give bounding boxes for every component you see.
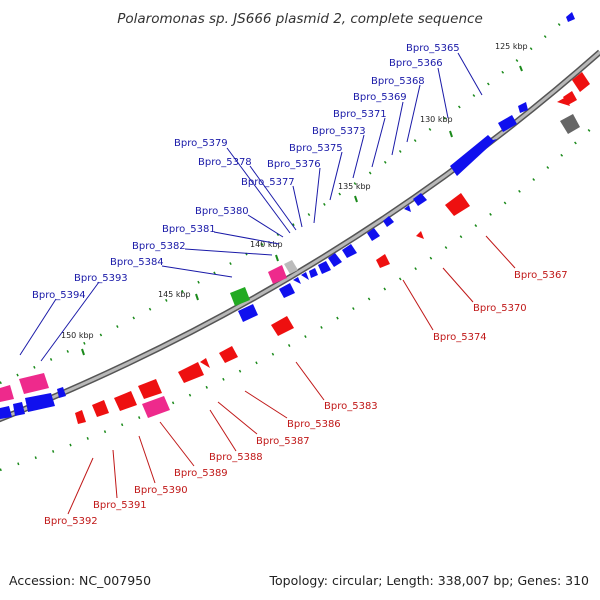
gene-arrow[interactable] <box>238 304 258 322</box>
gene-arrow[interactable] <box>518 102 528 113</box>
tick-label-130: 130 kbp <box>420 115 453 124</box>
gene-arrow[interactable] <box>13 402 25 416</box>
gene-label[interactable]: Bpro_5383 <box>324 401 378 412</box>
gene-arrow[interactable] <box>416 231 424 239</box>
gene-label[interactable]: Bpro_5387 <box>256 436 310 447</box>
accession-text: Accession: NC_007950 <box>9 573 151 588</box>
gene-arrow[interactable] <box>445 193 470 216</box>
tick-label-125: 125 kbp <box>495 42 528 51</box>
gene-label[interactable]: Bpro_5382 <box>132 241 186 252</box>
gene-arrow[interactable] <box>413 193 427 206</box>
gene-label[interactable]: Bpro_5371 <box>333 109 387 120</box>
gene-arrow[interactable] <box>560 114 580 134</box>
gene-label[interactable]: Bpro_5381 <box>162 224 216 235</box>
gene-arrow[interactable] <box>376 254 390 268</box>
gene-arrow[interactable] <box>0 406 12 419</box>
reverse-genes <box>75 72 590 424</box>
gene-arrow[interactable] <box>25 393 55 412</box>
gene-arrow[interactable] <box>271 316 294 336</box>
gene-arrow[interactable] <box>138 379 162 399</box>
gene-arrow[interactable] <box>328 253 342 267</box>
gene-arrow[interactable] <box>230 287 250 306</box>
gene-arrow[interactable] <box>404 205 411 212</box>
gene-label[interactable]: Bpro_5373 <box>312 126 366 137</box>
gene-label[interactable]: Bpro_5391 <box>93 500 147 511</box>
gene-label[interactable]: Bpro_5376 <box>267 159 321 170</box>
gene-arrow[interactable] <box>268 265 287 284</box>
gene-label[interactable]: Bpro_5390 <box>134 485 188 496</box>
gene-arrow[interactable] <box>178 362 204 383</box>
gene-label[interactable]: Bpro_5366 <box>389 58 443 69</box>
gene-arrow[interactable] <box>293 277 301 284</box>
gene-arrow[interactable] <box>92 400 109 417</box>
tick-label-140: 140 kbp <box>250 240 283 249</box>
gene-label[interactable]: Bpro_5377 <box>241 177 295 188</box>
gene-arrow[interactable] <box>284 260 298 274</box>
map-title: Polaromonas sp. JS666 plasmid 2, complet… <box>117 11 483 27</box>
gene-label[interactable]: Bpro_5369 <box>353 92 407 103</box>
gene-label[interactable]: Bpro_5380 <box>195 206 249 217</box>
gene-arrow[interactable] <box>566 12 575 22</box>
gene-label[interactable]: Bpro_5394 <box>32 290 86 301</box>
gene-arrow[interactable] <box>114 391 137 411</box>
gene-arrow[interactable] <box>309 268 318 278</box>
tick-label-145: 145 kbp <box>158 290 191 299</box>
gene-arrow[interactable] <box>19 373 49 394</box>
gene-arrow[interactable] <box>450 135 497 176</box>
gene-arrow[interactable] <box>342 244 357 258</box>
tick-label-150: 150 kbp <box>61 331 94 340</box>
reverse-leader-lines <box>67 235 516 515</box>
backbone <box>0 50 600 421</box>
gene-label[interactable]: Bpro_5368 <box>371 76 425 87</box>
gene-label[interactable]: Bpro_5392 <box>44 516 98 527</box>
gene-label[interactable]: Bpro_5374 <box>433 332 487 343</box>
gene-arrow[interactable] <box>219 346 238 363</box>
gene-label[interactable]: Bpro_5393 <box>74 273 128 284</box>
gene-arrow[interactable] <box>498 115 517 132</box>
gene-label[interactable]: Bpro_5365 <box>406 43 460 54</box>
gene-label[interactable]: Bpro_5378 <box>198 157 252 168</box>
gene-arrow[interactable] <box>572 72 590 92</box>
gene-arrow[interactable] <box>75 410 86 424</box>
gene-label[interactable]: Bpro_5375 <box>289 143 343 154</box>
gene-label[interactable]: Bpro_5384 <box>110 257 164 268</box>
major-ticks <box>81 65 523 356</box>
gene-arrow[interactable] <box>200 358 210 368</box>
gene-label[interactable]: Bpro_5388 <box>209 452 263 463</box>
forward-genes <box>0 12 575 419</box>
gene-label[interactable]: Bpro_5389 <box>174 468 228 479</box>
gene-arrow[interactable] <box>383 216 394 227</box>
reverse-labels: Bpro_5367 Bpro_5370 Bpro_5374 Bpro_5383 … <box>44 270 568 527</box>
gene-label[interactable]: Bpro_5370 <box>473 303 527 314</box>
gene-label[interactable]: Bpro_5386 <box>287 419 341 430</box>
gene-arrow[interactable] <box>142 396 170 418</box>
forward-labels: Bpro_5365 Bpro_5366 Bpro_5368 Bpro_5369 … <box>32 43 460 301</box>
gene-arrow[interactable] <box>318 261 331 274</box>
gene-arrow[interactable] <box>57 387 66 398</box>
tick-label-135: 135 kbp <box>338 182 371 191</box>
gene-arrow[interactable] <box>301 272 309 280</box>
gene-arrow[interactable] <box>279 283 295 298</box>
forward-leader-lines <box>19 52 483 362</box>
gene-arrow[interactable] <box>557 97 570 106</box>
sequence-summary: Topology: circular; Length: 338,007 bp; … <box>269 573 590 588</box>
gene-arrow[interactable] <box>0 385 14 402</box>
gene-label[interactable]: Bpro_5367 <box>514 270 568 281</box>
gene-label[interactable]: Bpro_5379 <box>174 138 228 149</box>
gene-arrow[interactable] <box>367 228 380 241</box>
